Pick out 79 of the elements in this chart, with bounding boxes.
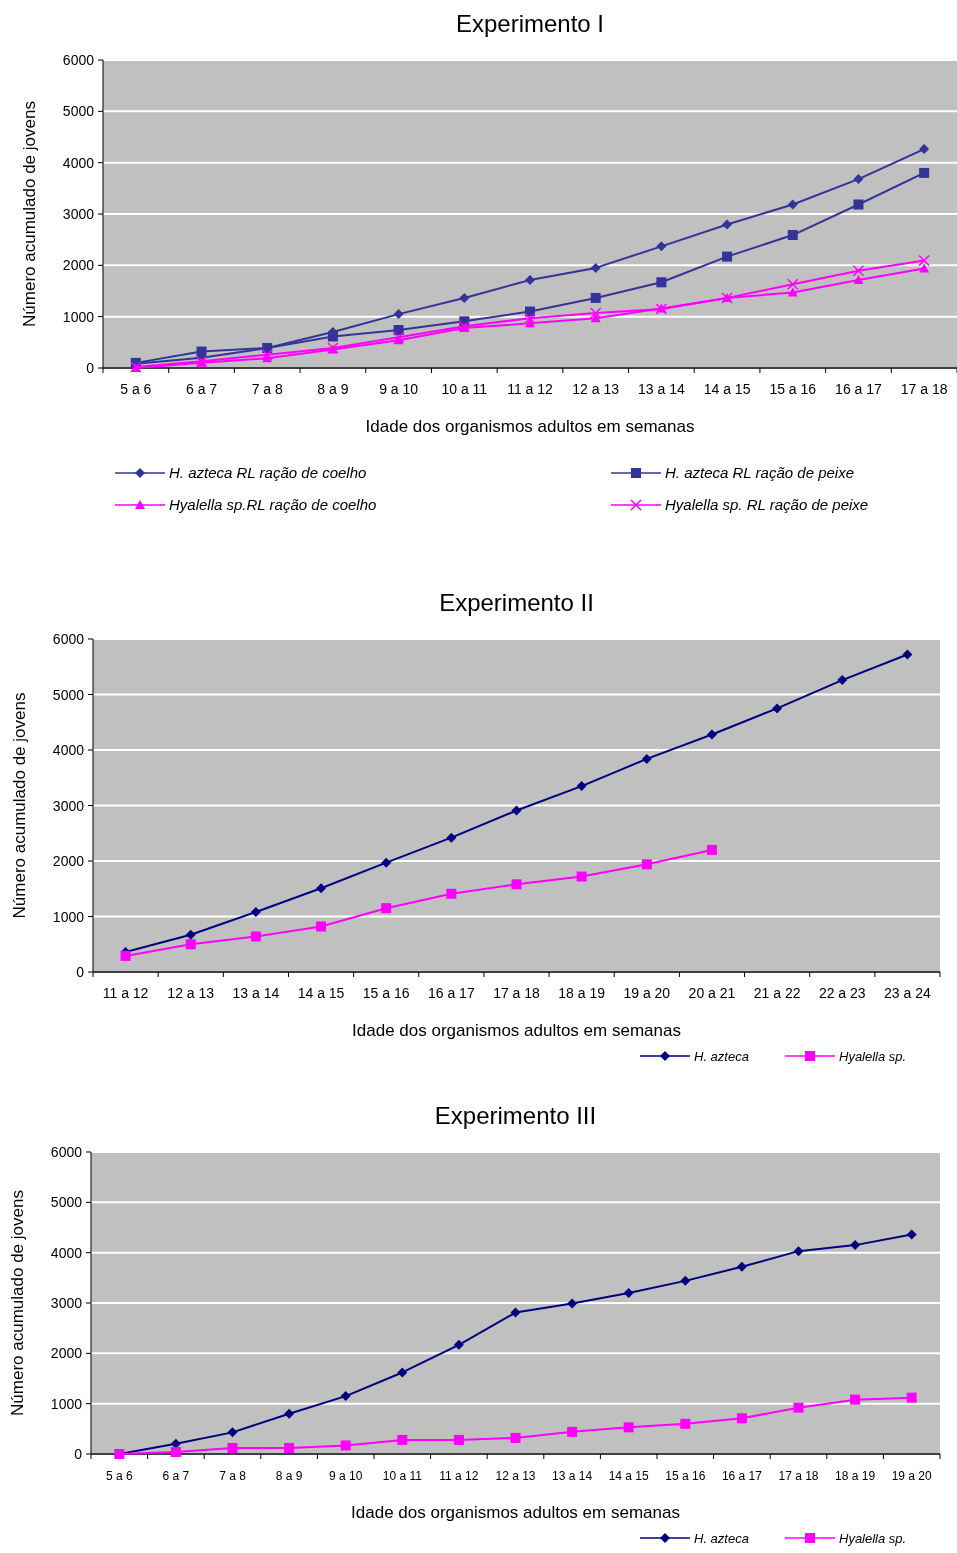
chart-title: Experimento II — [439, 589, 594, 616]
y-tick-label: 6000 — [50, 1144, 83, 1160]
x-tick-label: 16 a 17 — [427, 985, 475, 1001]
x-tick-label: 23 a 24 — [884, 985, 931, 1001]
y-tick-label: 0 — [74, 1446, 83, 1462]
x-tick-label: 18 a 19 — [835, 1469, 876, 1483]
y-tick-label: 5000 — [62, 103, 95, 120]
x-tick-label: 17 a 18 — [778, 1469, 819, 1483]
x-tick-label: 13 a 14 — [552, 1469, 593, 1483]
y-tick-label: 1000 — [50, 1395, 83, 1412]
x-tick-label: 9 a 10 — [379, 381, 419, 397]
x-tick-label: 11 a 12 — [439, 1469, 479, 1483]
x-tick-label: 17 a 18 — [900, 381, 948, 397]
y-tick-label: 2000 — [50, 1345, 83, 1362]
y-tick-label: 4000 — [52, 742, 85, 758]
x-tick-label: 7 a 8 — [219, 1469, 247, 1483]
y-tick-label: 2000 — [52, 853, 85, 869]
y-tick-label: 1000 — [52, 908, 85, 925]
legend-label: Hyalella sp.RL ração de coelho — [169, 496, 377, 513]
x-tick-label: 15 a 16 — [362, 985, 410, 1001]
chart-title: Experimento III — [434, 1102, 597, 1129]
y-tick-label: 1000 — [62, 308, 95, 325]
y-tick-label: 4000 — [62, 154, 95, 171]
x-tick-label: 12 a 13 — [572, 381, 620, 397]
legend-label: Hyalella sp. — [839, 1049, 907, 1064]
x-tick-label: 10 a 11 — [382, 1469, 423, 1483]
legend-label: Hyalella sp. — [839, 1531, 907, 1546]
x-tick-label: 12 a 13 — [495, 1469, 536, 1483]
x-tick-label: 18 a 19 — [558, 985, 606, 1001]
y-tick-label: 5000 — [50, 1194, 83, 1211]
x-axis-title: Idade dos organismos adultos em semanas — [351, 1503, 680, 1522]
x-tick-label: 7 a 8 — [251, 381, 284, 397]
x-tick-label: 12 a 13 — [167, 985, 215, 1001]
x-tick-label: 5 a 6 — [105, 1469, 133, 1483]
x-tick-label: 6 a 7 — [185, 381, 218, 397]
x-tick-label: 14 a 15 — [703, 381, 751, 397]
legend-label: Hyalella sp. RL ração de peixe — [665, 496, 869, 513]
y-axis-title: Número acumulado de jovens — [8, 1190, 27, 1416]
x-tick-label: 19 a 20 — [891, 1469, 933, 1483]
y-tick-label: 0 — [86, 360, 95, 376]
x-tick-label: 17 a 18 — [493, 985, 541, 1001]
x-axis-title: Idade dos organismos adultos em semanas — [365, 417, 695, 436]
x-tick-label: 21 a 22 — [753, 985, 801, 1001]
y-axis-title: Número acumulado de jovens — [20, 101, 39, 327]
x-tick-label: 14 a 15 — [297, 985, 345, 1001]
x-tick-label: 11 a 12 — [102, 985, 149, 1001]
x-tick-label: 8 a 9 — [317, 381, 349, 397]
y-tick-label: 6000 — [62, 52, 95, 68]
y-tick-label: 3000 — [52, 797, 85, 814]
x-tick-label: 22 a 23 — [818, 985, 866, 1001]
x-tick-label: 16 a 17 — [835, 381, 883, 397]
x-tick-label: 19 a 20 — [623, 985, 671, 1001]
legend-label: H. azteca — [694, 1531, 749, 1546]
legend-label: H. azteca RL ração de coelho — [169, 464, 367, 481]
legend-label: H. azteca — [694, 1049, 749, 1064]
x-tick-label: 11 a 12 — [507, 381, 554, 397]
x-tick-label: 15 a 16 — [665, 1469, 706, 1483]
x-tick-label: 5 a 6 — [120, 381, 152, 397]
y-tick-label: 4000 — [50, 1244, 83, 1261]
y-tick-label: 3000 — [62, 206, 95, 222]
x-axis-title: Idade dos organismos adultos em semanas — [352, 1021, 681, 1040]
chart-title: Experimento I — [455, 10, 605, 37]
x-tick-label: 16 a 17 — [721, 1469, 763, 1483]
y-tick-label: 3000 — [50, 1295, 83, 1311]
x-tick-label: 20 a 21 — [688, 985, 736, 1001]
x-tick-label: 13 a 14 — [638, 381, 685, 397]
x-tick-label: 8 a 9 — [275, 1469, 303, 1483]
x-tick-label: 13 a 14 — [232, 985, 280, 1001]
y-tick-label: 5000 — [52, 686, 85, 703]
x-tick-label: 6 a 7 — [162, 1469, 190, 1483]
legend-label: H. azteca RL ração de peixe — [665, 464, 855, 481]
x-tick-label: 9 a 10 — [329, 1469, 363, 1483]
x-tick-label: 14 a 15 — [608, 1469, 650, 1483]
y-tick-label: 2000 — [62, 257, 95, 274]
x-tick-label: 15 a 16 — [769, 381, 817, 397]
y-tick-label: 0 — [76, 964, 85, 980]
x-tick-label: 10 a 11 — [441, 381, 488, 397]
y-tick-label: 6000 — [52, 631, 85, 647]
y-axis-title: Número acumulado de jovens — [10, 692, 29, 919]
